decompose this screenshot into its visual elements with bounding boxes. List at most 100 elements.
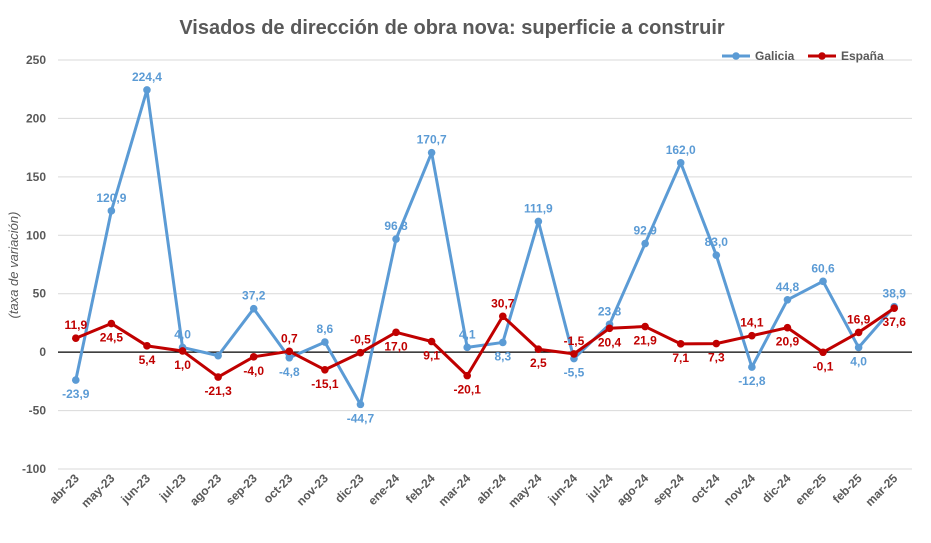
y-tick-label: 100 — [26, 228, 46, 242]
data-point-españa — [214, 373, 222, 381]
data-point-galicia — [641, 239, 649, 248]
data-point-españa — [498, 312, 507, 321]
data-label: 4,0 — [850, 354, 867, 368]
data-label: 162,0 — [666, 143, 696, 157]
data-label: 38,9 — [883, 287, 907, 301]
data-point-españa — [570, 350, 578, 358]
data-label: 92,9 — [633, 224, 657, 238]
data-point-galicia — [463, 343, 472, 352]
data-label: 30,7 — [491, 296, 515, 310]
y-tick-label: 200 — [26, 111, 46, 125]
data-point-españa — [890, 304, 899, 313]
data-point-galicia — [712, 251, 721, 259]
data-label: 14,1 — [740, 316, 764, 330]
y-tick-label: 250 — [26, 53, 46, 67]
data-point-galicia — [214, 351, 222, 360]
data-label: 17,0 — [384, 339, 408, 353]
data-point-galicia — [356, 400, 365, 409]
data-label: 9,1 — [423, 349, 440, 363]
data-point-galicia — [249, 304, 258, 313]
data-label: -20,1 — [454, 383, 482, 397]
data-label: 20,4 — [598, 335, 622, 349]
data-label: 224,4 — [132, 70, 162, 84]
y-tick-label: -50 — [29, 404, 47, 418]
data-point-galicia — [783, 295, 792, 304]
data-label: -1,5 — [564, 334, 585, 348]
data-label: -4,0 — [243, 364, 264, 378]
legend: Galicia España — [722, 49, 884, 63]
series-line-españa — [75, 306, 896, 379]
data-label: 60,6 — [811, 261, 835, 275]
data-label: 8,6 — [317, 322, 334, 336]
y-tick-label: 50 — [33, 287, 47, 301]
data-label: 120,9 — [96, 191, 126, 205]
data-label: -0,1 — [813, 359, 834, 373]
data-label: 44,8 — [776, 280, 800, 294]
data-label: 83,0 — [705, 235, 729, 249]
legend-label: Galicia — [755, 49, 795, 63]
y-axis-ticks: -100 -50 0 50 100 150 200 250 — [22, 53, 46, 476]
data-point-españa — [783, 323, 792, 332]
data-point-galicia — [676, 159, 685, 167]
data-point-españa — [285, 347, 294, 356]
data-label: -12,8 — [738, 374, 766, 388]
data-label: 37,2 — [242, 289, 266, 303]
data-label: 2,5 — [530, 356, 547, 370]
data-point-galicia — [854, 343, 863, 352]
data-point-galicia — [427, 148, 436, 157]
data-point-españa — [676, 340, 685, 348]
y-tick-label: -100 — [22, 462, 46, 476]
data-label: 0,7 — [281, 331, 298, 345]
data-label: -15,1 — [311, 377, 339, 391]
data-label: 7,1 — [672, 351, 689, 365]
data-point-españa — [143, 342, 151, 350]
legend-label: España — [841, 49, 884, 63]
data-label: 170,7 — [417, 133, 447, 147]
data-point-españa — [249, 353, 258, 361]
data-point-galicia — [107, 207, 116, 215]
legend-swatch-marker — [732, 52, 740, 60]
data-label: 1,0 — [174, 358, 191, 372]
data-label: 21,9 — [633, 334, 657, 348]
data-point-galicia — [498, 338, 507, 347]
chart-title: Visados de dirección de obra nova: super… — [179, 17, 725, 39]
data-point-españa — [534, 345, 543, 354]
data-point-galicia — [71, 376, 80, 384]
data-point-españa — [427, 337, 436, 346]
data-point-españa — [605, 324, 614, 333]
data-point-españa — [392, 328, 400, 337]
data-label: 4,0 — [174, 327, 191, 341]
data-point-españa — [463, 371, 472, 380]
data-label: -44,7 — [347, 411, 375, 425]
y-tick-label: 0 — [39, 345, 46, 359]
data-label: -23,9 — [62, 387, 90, 401]
data-point-galicia — [392, 235, 400, 243]
data-point-españa — [819, 348, 827, 357]
data-label: 4,1 — [459, 327, 476, 341]
series-layer — [71, 86, 899, 409]
data-point-españa — [107, 319, 116, 328]
data-label: 8,3 — [494, 349, 511, 363]
data-label: 96,8 — [384, 219, 408, 233]
data-label: 24,5 — [100, 331, 124, 345]
data-label: 20,9 — [776, 335, 800, 349]
data-label: -21,3 — [204, 384, 232, 398]
data-point-galicia — [321, 338, 329, 346]
y-tick-label: 150 — [26, 170, 46, 184]
data-label: 111,9 — [524, 201, 553, 215]
data-point-españa — [712, 339, 721, 348]
data-label: 7,3 — [708, 351, 725, 365]
data-label: 16,9 — [847, 312, 871, 326]
data-point-españa — [641, 322, 649, 331]
data-point-españa — [71, 334, 80, 343]
data-label: 23,8 — [598, 304, 622, 318]
legend-swatch-marker — [818, 52, 826, 60]
data-point-españa — [356, 348, 365, 357]
data-point-galicia — [748, 363, 756, 371]
data-label: 11,9 — [64, 318, 87, 332]
data-label: -0,5 — [350, 333, 371, 347]
data-point-españa — [178, 347, 187, 355]
data-point-españa — [321, 365, 329, 374]
data-point-españa — [748, 331, 756, 340]
